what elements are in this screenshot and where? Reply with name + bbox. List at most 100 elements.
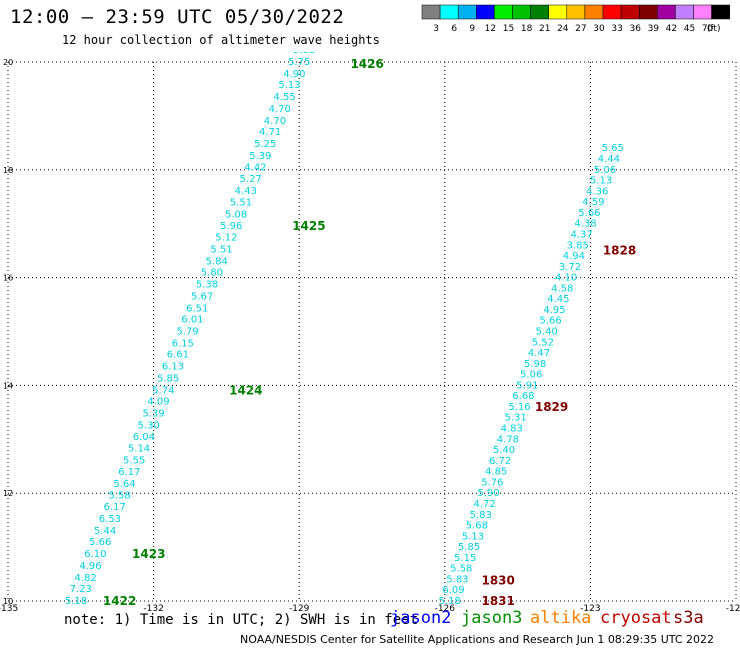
swh-value-jason3: 5.51	[210, 245, 232, 256]
swh-value-jason3: 6.61	[167, 350, 189, 361]
swh-value-cryosat: 5.76	[481, 477, 503, 488]
swh-value-cryosat: 5.66	[578, 208, 600, 219]
swh-value-jason3: 5.66	[89, 537, 111, 548]
swh-value-cryosat: 4.94	[563, 251, 585, 262]
legend-tick-label: 6	[451, 24, 457, 34]
mission-label-cryosat: cryosat	[600, 608, 672, 628]
legend-tick-label: 39	[648, 24, 660, 34]
color-legend: 3 6 9 12 15 18 21 24 27 30 33 36 39 42 45 70(ft)	[421, 4, 730, 34]
map-subtitle: 12 hour collection of altimeter wave hei…	[62, 33, 380, 47]
track-layer: 5.187.234.824.966.105.665.446.536.175.58…	[65, 10, 636, 608]
swh-value-jason3: 5.85	[157, 373, 179, 384]
swh-value-jason3: 4.85	[303, 22, 325, 33]
swh-value-cryosat: 4.85	[485, 467, 507, 478]
swh-value-jason3: 5.13	[278, 80, 300, 91]
swh-value-cryosat: 4.47	[528, 348, 550, 359]
legend-tick-label: 3	[433, 24, 439, 34]
swh-value-jason3: 5.67	[191, 291, 213, 302]
swh-value-cryosat: 5.66	[539, 316, 561, 327]
swh-value-cryosat: 5.06	[594, 165, 616, 176]
mission-label-altika: altika	[530, 608, 592, 628]
swh-value-jason3: 6.51	[186, 303, 208, 314]
swh-value-cryosat: 6.72	[489, 456, 511, 467]
y-tick-label: 10	[3, 597, 13, 606]
swh-value-jason3: 6.10	[84, 549, 106, 560]
swh-value-cryosat: 3.85	[567, 240, 589, 251]
swh-value-jason3: 4.70	[264, 116, 286, 127]
credit-line: NOAA/NESDIS Center for Satellite Applica…	[240, 633, 715, 646]
mission-label-jason3: jason3	[461, 608, 523, 628]
swh-value-jason3: 6.04	[133, 432, 155, 443]
pass-time-label-cryosat: 1830	[481, 574, 514, 588]
swh-value-cryosat: 5.90	[477, 488, 499, 499]
x-tick-label: -132	[143, 604, 163, 614]
swh-value-cryosat: 4.36	[586, 186, 608, 197]
legend-tick-label: 12	[485, 24, 496, 34]
swh-value-cryosat: 5.52	[532, 337, 554, 348]
legend-unit: (ft)	[707, 24, 721, 34]
pass-time-label-cryosat: 1828	[603, 244, 636, 258]
swh-value-jason3: 5.96	[220, 221, 242, 232]
swh-value-jason3: 4.82	[75, 573, 97, 584]
swh-value-jason3: 6.17	[118, 467, 140, 478]
legend-tick-label: 70	[702, 24, 714, 34]
swh-value-jason3: 4.09	[147, 397, 169, 408]
swh-value-jason3: 4.55	[274, 92, 296, 103]
y-tick-label: 12	[3, 489, 13, 498]
legend-tick-label: 24	[557, 24, 569, 34]
swh-value-jason3: 4.90	[283, 69, 305, 80]
swh-value-jason3: 5.18	[65, 596, 87, 607]
mission-label-s3a: s3a	[673, 608, 704, 628]
legend-tick-label: 42	[666, 24, 677, 34]
swh-value-cryosat: 4.44	[598, 154, 620, 165]
swh-value-cryosat: 5.85	[458, 542, 480, 553]
swh-value-jason3: 4.73	[307, 10, 329, 21]
swh-value-jason3: 5.25	[254, 139, 276, 150]
swh-value-cryosat: 4.37	[571, 229, 593, 240]
footer-note: note: 1) Time is in UTC; 2) SWH is in fe…	[64, 612, 419, 628]
swh-value-jason3: 5.38	[196, 280, 218, 291]
swh-value-cryosat: 5.13	[590, 176, 612, 187]
swh-value-jason3: 5.81	[293, 45, 315, 56]
y-tick-label: 20	[3, 58, 13, 67]
legend-swatch	[711, 4, 730, 20]
swh-value-cryosat: 5.83	[470, 510, 492, 521]
swh-value-cryosat: 5.65	[602, 143, 624, 154]
swh-value-cryosat: 5.83	[446, 574, 468, 585]
swh-value-cryosat: 4.10	[555, 273, 577, 284]
swh-value-cryosat: 4.45	[547, 294, 569, 305]
legend-tick-label: 36	[629, 24, 641, 34]
swh-value-cryosat: 6.68	[512, 391, 534, 402]
swh-value-jason3: 5.64	[113, 479, 135, 490]
swh-value-jason3: 5.74	[152, 385, 174, 396]
x-tick-label: -123	[580, 604, 600, 614]
swh-value-cryosat: 4.58	[551, 283, 573, 294]
pass-time-label-cryosat: 1831	[481, 594, 514, 608]
swh-value-jason3: 5.79	[176, 327, 198, 338]
swh-value-cryosat: 5.40	[493, 445, 515, 456]
swh-value-jason3: 5.30	[138, 420, 160, 431]
swh-value-cryosat: 4.72	[473, 499, 495, 510]
swh-value-jason3: 4.71	[259, 127, 281, 138]
mission-label-jason2: jason2	[390, 608, 452, 628]
y-tick-label: 18	[3, 166, 13, 175]
swh-value-jason3: 5.80	[201, 268, 223, 279]
x-tick-label: -120	[726, 604, 740, 614]
swh-value-jason3: 6.01	[181, 315, 203, 326]
y-tick-label: 16	[3, 274, 13, 283]
legend-tick-label: 33	[611, 24, 622, 34]
pass-time-label-jason3: 1422	[103, 594, 136, 608]
swh-value-cryosat: 4.78	[497, 434, 519, 445]
pass-time-label-cryosat: 1829	[535, 400, 568, 414]
x-tick-label: -135	[0, 604, 18, 614]
swh-value-jason3: 5.03	[298, 34, 320, 45]
swh-value-cryosat: 5.40	[536, 327, 558, 338]
swh-value-cryosat: 5.16	[508, 402, 530, 413]
swh-value-cryosat: 3.72	[559, 262, 581, 273]
swh-value-jason3: 5.14	[128, 443, 150, 454]
swh-value-jason3: 7.23	[70, 584, 92, 595]
legend-tick-label: 21	[539, 24, 550, 34]
swh-value-cryosat: 5.31	[505, 413, 527, 424]
swh-value-jason3: 5.55	[123, 455, 145, 466]
swh-value-jason3: 6.13	[162, 362, 184, 373]
